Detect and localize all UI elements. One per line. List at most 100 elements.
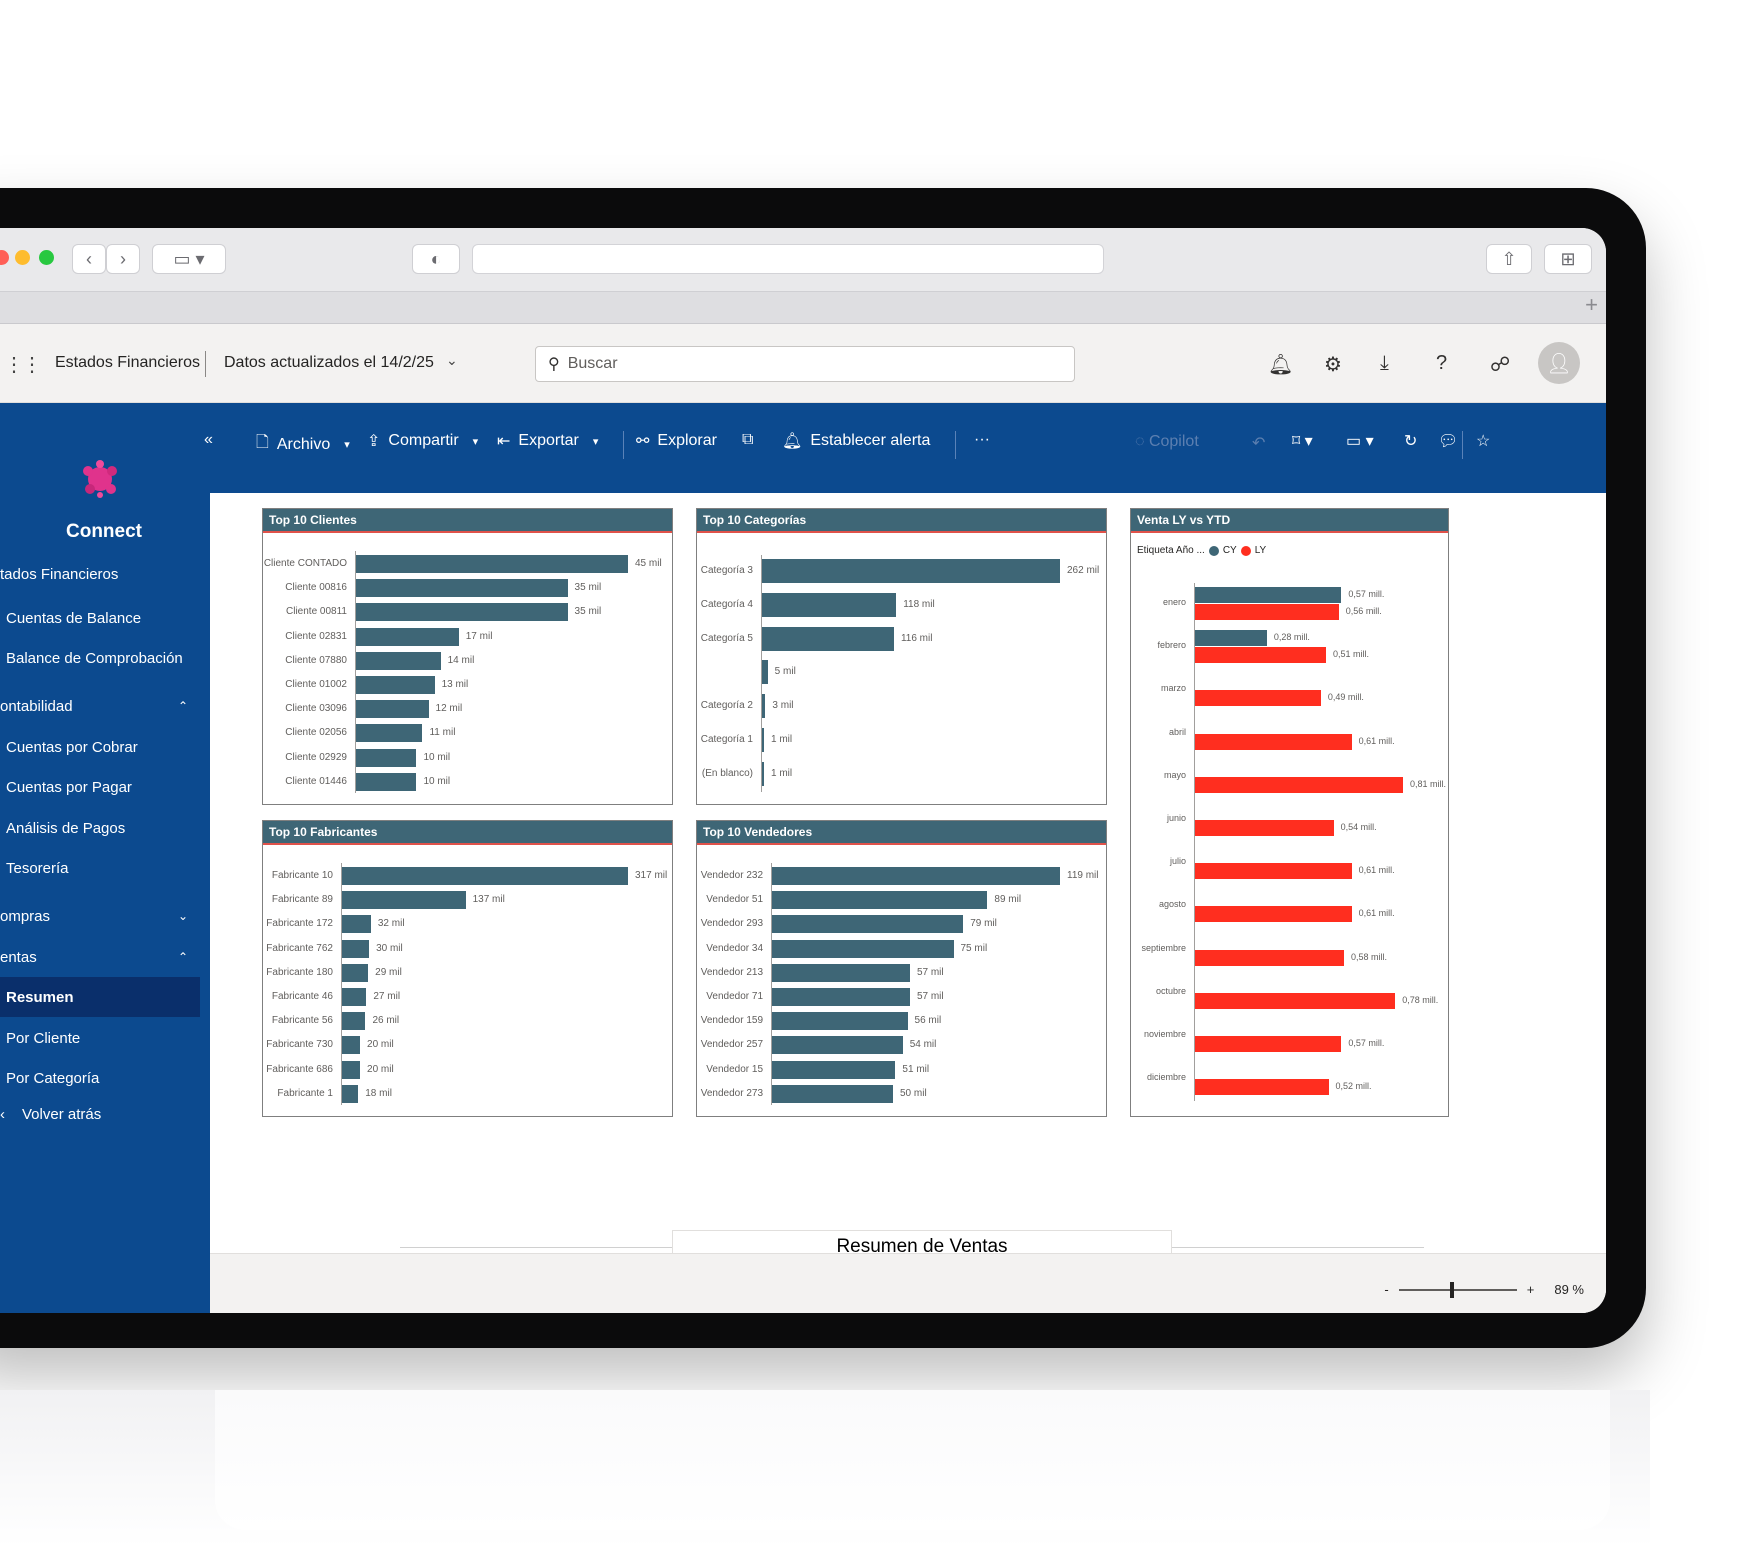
- nav-analisis-de-pagos[interactable]: Análisis de Pagos: [0, 808, 200, 848]
- copilot-button[interactable]: ◌ Copilot: [1135, 433, 1199, 451]
- bar[interactable]: [762, 728, 764, 752]
- sidebar-toggle-icon[interactable]: ▭ ▾: [152, 244, 226, 274]
- bar[interactable]: [342, 1060, 361, 1079]
- bar-cy[interactable]: [1195, 630, 1267, 647]
- bar-ly[interactable]: [1195, 647, 1326, 664]
- bar[interactable]: [772, 891, 988, 910]
- bar[interactable]: [356, 700, 429, 719]
- bar[interactable]: [342, 1012, 366, 1031]
- collapse-nav-icon[interactable]: «: [204, 431, 213, 448]
- bar-ly[interactable]: [1195, 776, 1403, 793]
- bar[interactable]: [356, 579, 568, 598]
- chart-venta-ly-vs-ytd[interactable]: Venta LY vs YTD Etiqueta Año ... CY LY e…: [1130, 508, 1449, 1117]
- nav-por-cliente[interactable]: Por Cliente: [0, 1018, 200, 1058]
- chart-top-categorias[interactable]: Top 10 Categorías Categoría 3 262 mil Cate…: [696, 508, 1107, 805]
- chart-top-vendedores[interactable]: Top 10 Vendedores Vendedor 232 119 mil Ven…: [696, 820, 1107, 1117]
- bell-icon[interactable]: 🔔︎: [1268, 354, 1294, 376]
- report-title[interactable]: Estados Financieros: [55, 354, 200, 371]
- bar[interactable]: [342, 1084, 359, 1103]
- bar[interactable]: [342, 1036, 361, 1055]
- zoom-in-button[interactable]: +: [1526, 1282, 1535, 1297]
- nav-por-categoria[interactable]: Por Categoría: [0, 1058, 200, 1098]
- bar[interactable]: [772, 1012, 908, 1031]
- bar[interactable]: [772, 1036, 903, 1055]
- close-window-button[interactable]: [0, 250, 9, 265]
- chevron-down-icon[interactable]: ⌄: [446, 352, 458, 368]
- bar[interactable]: [772, 988, 910, 1006]
- chart-top-fabricantes[interactable]: Top 10 Fabricantes Fabricante 10 317 mil F…: [262, 820, 673, 1117]
- bar-ly[interactable]: [1195, 1036, 1342, 1052]
- bar[interactable]: [762, 660, 768, 685]
- address-bar[interactable]: [472, 244, 1104, 274]
- data-updated-label[interactable]: Datos actualizados el 14/2/25: [224, 354, 434, 371]
- subscribe-icon[interactable]: ⧉: [742, 431, 754, 448]
- bar-ly[interactable]: [1195, 1079, 1329, 1096]
- bar[interactable]: [342, 939, 370, 958]
- bar[interactable]: [772, 867, 1060, 885]
- bar[interactable]: [342, 988, 367, 1006]
- zoom-window-button[interactable]: [39, 250, 54, 265]
- more-options-button[interactable]: ···: [974, 431, 990, 448]
- search-input[interactable]: ⚲ Buscar: [535, 346, 1075, 382]
- zoom-slider-thumb[interactable]: [1449, 1281, 1454, 1298]
- establecer-alerta-button[interactable]: 🔔︎ Establecer alerta: [782, 431, 930, 451]
- chart-top-clientes[interactable]: Top 10 Clientes Cliente CONTADO 45 mil Cli…: [262, 508, 673, 805]
- legend-entry-ly[interactable]: LY: [1254, 545, 1267, 556]
- nav-tesoreria[interactable]: Tesorería: [0, 848, 200, 888]
- undo-icon[interactable]: ↶: [1252, 435, 1266, 452]
- comment-icon[interactable]: 💬︎: [1438, 433, 1459, 450]
- zoom-out-button[interactable]: -: [1384, 1282, 1389, 1297]
- nav-resumen[interactable]: Resumen: [0, 977, 200, 1017]
- feedback-icon[interactable]: ☍: [1490, 354, 1511, 376]
- avatar[interactable]: 👤︎: [1538, 342, 1580, 384]
- bar[interactable]: [356, 724, 423, 743]
- bar[interactable]: [342, 915, 371, 934]
- new-tab-icon[interactable]: +: [1585, 292, 1598, 317]
- nav-compras[interactable]: ompras ⌄: [0, 896, 200, 936]
- tab-overview-icon[interactable]: ⊞: [1544, 244, 1592, 274]
- back-icon[interactable]: ‹: [72, 244, 106, 274]
- gear-icon[interactable]: ⚙: [1324, 354, 1342, 376]
- bar[interactable]: [342, 891, 466, 910]
- zoom-slider[interactable]: [1398, 1281, 1517, 1298]
- bookmark-icon[interactable]: ⌑ ▾: [1292, 433, 1313, 450]
- bar[interactable]: [356, 676, 435, 694]
- share-icon[interactable]: ⇧: [1486, 244, 1532, 274]
- privacy-shield-icon[interactable]: ◐: [412, 244, 460, 274]
- bar[interactable]: [356, 748, 417, 767]
- bar[interactable]: [762, 592, 897, 617]
- forward-icon[interactable]: ›: [106, 244, 140, 274]
- nav-estados-financieros[interactable]: tados Financieros: [0, 554, 200, 594]
- zoom-level[interactable]: 89 %: [1554, 1282, 1584, 1297]
- bar-ly[interactable]: [1195, 949, 1344, 966]
- help-icon[interactable]: ?: [1436, 352, 1448, 374]
- bar[interactable]: [762, 694, 766, 719]
- nav-balance-de-comprobacion[interactable]: Balance de Comprobación: [0, 638, 200, 678]
- bar[interactable]: [342, 963, 369, 982]
- view-icon[interactable]: ▭ ▾: [1346, 433, 1374, 450]
- bar-cy[interactable]: [1195, 587, 1342, 603]
- bar[interactable]: [772, 915, 964, 934]
- bar-ly[interactable]: [1195, 820, 1334, 836]
- bar-ly[interactable]: [1195, 906, 1352, 923]
- bar[interactable]: [356, 603, 568, 622]
- bar[interactable]: [772, 963, 910, 982]
- bar[interactable]: [772, 939, 954, 958]
- nav-cuentas-por-cobrar[interactable]: Cuentas por Cobrar: [0, 727, 200, 767]
- download-icon[interactable]: ⤓: [1380, 352, 1389, 374]
- bar[interactable]: [356, 651, 441, 670]
- bar[interactable]: [356, 772, 417, 791]
- bar[interactable]: [762, 559, 1060, 583]
- nav-ventas[interactable]: entas ⌃: [0, 937, 200, 977]
- bar[interactable]: [762, 626, 894, 651]
- bar[interactable]: [342, 867, 628, 885]
- archivo-menu[interactable]: 🗋︎ Archivo ▾: [256, 431, 350, 458]
- explorar-button[interactable]: ⚯ Explorar: [636, 431, 717, 451]
- bar-ly[interactable]: [1195, 733, 1352, 750]
- nav-cuentas-por-pagar[interactable]: Cuentas por Pagar: [0, 767, 200, 807]
- legend-entry-cy[interactable]: CY: [1222, 545, 1237, 556]
- refresh-icon[interactable]: ↻: [1404, 433, 1418, 450]
- bar[interactable]: [772, 1084, 893, 1103]
- bar[interactable]: [772, 1060, 896, 1079]
- app-launcher-icon[interactable]: ⋮⋮: [4, 354, 42, 376]
